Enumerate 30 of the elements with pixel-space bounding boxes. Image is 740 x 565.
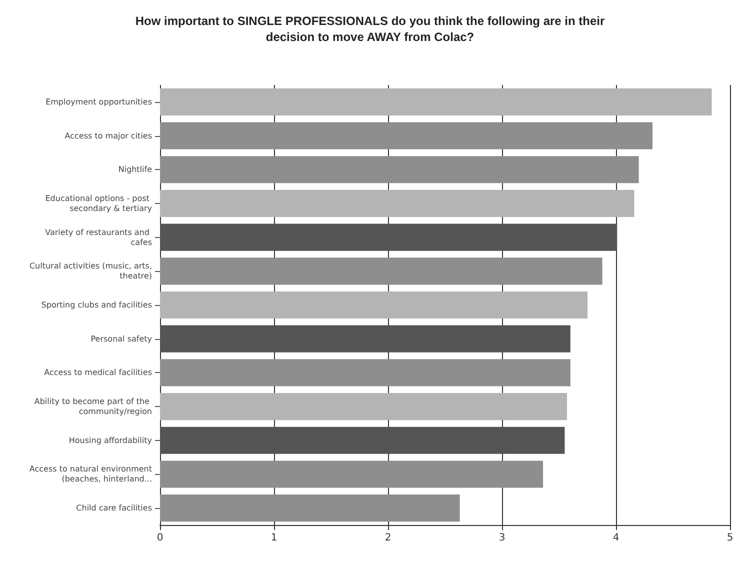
y-tick-label: Access to natural environment (beaches, hinterland... <box>29 464 152 484</box>
bar <box>160 393 567 420</box>
bar <box>160 156 639 184</box>
chart-title: How important to SINGLE PROFESSIONALS do you think the following are in their decision to move AWAY from Colac? <box>135 14 605 44</box>
bar <box>160 291 588 319</box>
bar <box>160 460 544 488</box>
y-tick-label: Child care facilities <box>76 504 152 513</box>
y-tick-label: Housing affordability <box>68 436 152 445</box>
y-tick-label: Ability to become part of the community/region <box>34 397 152 416</box>
bar <box>160 494 460 522</box>
x-tick-label: 1 <box>270 532 278 544</box>
x-tick-label: 3 <box>498 532 506 544</box>
bar <box>160 88 712 116</box>
y-tick-label: Employment opportunities <box>46 97 152 106</box>
bar <box>160 359 570 386</box>
x-tick-label: 5 <box>726 532 734 544</box>
y-tick-label: Cultural activities (music, arts, theatre) <box>29 262 152 281</box>
bar <box>160 258 602 285</box>
bar <box>160 190 634 217</box>
x-tick-label: 2 <box>384 532 392 544</box>
y-tick-label: Personal safety <box>90 334 152 344</box>
y-tick-label: Sporting clubs and facilities <box>41 300 152 310</box>
y-tick-label: Variety of restaurants and cafes <box>45 228 152 247</box>
x-tick-label: 4 <box>612 532 620 544</box>
y-tick-label: Access to medical facilities <box>44 368 152 378</box>
y-tick-label: Educational options - post secondary & tertiary <box>45 194 152 213</box>
x-tick-label: 0 <box>156 532 164 544</box>
bar <box>160 122 652 150</box>
y-tick-label: Nightlife <box>118 165 152 174</box>
y-tick-label: Access to major cities <box>64 131 152 140</box>
